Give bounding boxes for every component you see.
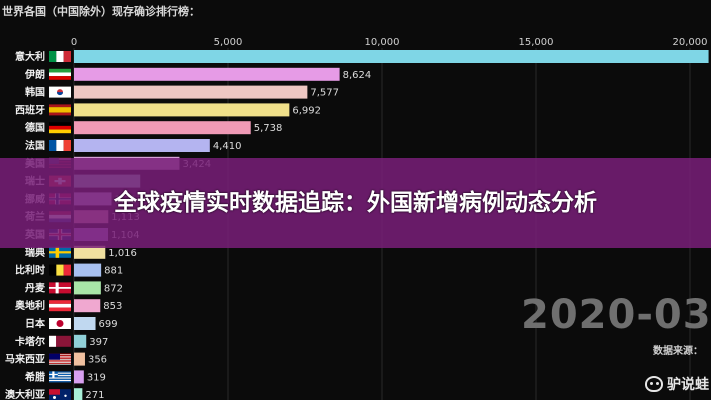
value-label: 4,410 xyxy=(213,141,242,152)
flag-icon xyxy=(49,353,71,365)
bar xyxy=(74,50,709,63)
source-label: 数据来源： xyxy=(653,346,703,357)
category-label: 日本 xyxy=(25,317,46,330)
flag-icon xyxy=(49,86,71,98)
flag-icon xyxy=(49,389,71,400)
headline-banner: 全球疫情实时数据追踪：外国新增病例动态分析 xyxy=(0,158,711,248)
flag-icon xyxy=(49,264,71,276)
bar xyxy=(74,334,87,348)
value-label: 881 xyxy=(104,266,123,277)
bar xyxy=(74,388,83,400)
bar xyxy=(74,103,290,117)
tick-label: 20,000 xyxy=(673,37,708,48)
category-label: 意大利 xyxy=(15,50,45,63)
tick-label: 15,000 xyxy=(519,37,554,48)
watermark-text: 驴说蛙 xyxy=(667,377,709,393)
flag-icon xyxy=(49,300,71,312)
watermark: 驴说蛙 xyxy=(645,374,709,394)
headline-text: 全球疫情实时数据追踪：外国新增病例动态分析 xyxy=(114,190,597,216)
x-axis-ticks: 0 5,000 10,000 15,000 20,000 xyxy=(71,37,708,48)
value-label: 872 xyxy=(104,283,123,294)
flag-icon xyxy=(49,140,71,151)
bar xyxy=(74,263,102,277)
value-label: 6,992 xyxy=(292,105,321,116)
category-label: 丹麦 xyxy=(25,281,46,294)
category-label: 韩国 xyxy=(25,86,45,99)
value-label: 271 xyxy=(85,390,104,400)
value-label: 356 xyxy=(88,355,107,366)
bar xyxy=(74,121,251,135)
value-label: 5,738 xyxy=(254,123,283,134)
value-label: 319 xyxy=(87,372,106,383)
value-label: 1,016 xyxy=(108,248,137,259)
value-label: 699 xyxy=(99,319,118,330)
flag-icon xyxy=(49,246,71,258)
value-label: 7,577 xyxy=(310,88,339,99)
category-label: 德国 xyxy=(24,121,45,134)
bar xyxy=(74,85,308,99)
category-label: 比利时 xyxy=(15,264,45,277)
bar xyxy=(74,245,106,259)
flag-icon xyxy=(49,335,71,347)
flag-icon xyxy=(49,122,71,134)
category-label: 瑞典 xyxy=(25,246,45,259)
tick-label: 5,000 xyxy=(214,37,243,48)
tick-label: 10,000 xyxy=(365,37,400,48)
category-label: 澳大利亚 xyxy=(5,388,45,400)
category-label: 法国 xyxy=(25,139,45,152)
bar xyxy=(74,352,85,366)
chart-title: 世界各国（中国除外）现存确诊排行榜： xyxy=(2,5,200,18)
tick-label: 0 xyxy=(71,37,77,48)
value-label: 853 xyxy=(103,301,122,312)
date-readout: 2020-03-1 xyxy=(521,292,711,338)
category-label: 奥地利 xyxy=(15,299,45,312)
value-label: 8,624 xyxy=(343,70,372,81)
category-label: 西班牙 xyxy=(15,103,45,116)
bar xyxy=(74,370,84,384)
bar xyxy=(74,67,340,81)
flag-icon xyxy=(49,371,71,383)
flag-icon xyxy=(49,104,71,116)
category-label: 马来西亚 xyxy=(5,353,45,366)
category-label: 希腊 xyxy=(24,370,45,383)
bar xyxy=(74,281,101,295)
weibo-icon xyxy=(645,376,663,392)
flag-icon xyxy=(49,51,71,62)
flag-icon xyxy=(49,318,71,329)
value-label: 397 xyxy=(89,337,108,348)
category-label: 卡塔尔 xyxy=(15,335,45,348)
bar xyxy=(74,299,101,313)
bar xyxy=(74,317,96,330)
category-label: 伊朗 xyxy=(24,68,45,81)
flag-icon xyxy=(49,68,71,80)
bar xyxy=(74,139,210,152)
flag-icon xyxy=(49,282,71,294)
